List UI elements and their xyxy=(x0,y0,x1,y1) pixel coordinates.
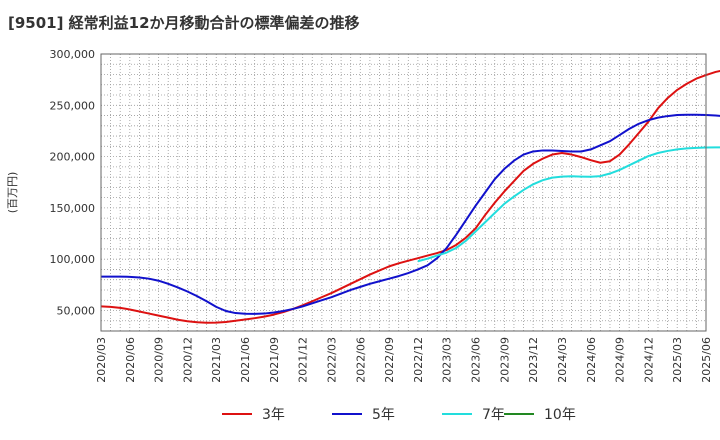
x-tick-label: 2021/06 xyxy=(239,337,252,383)
x-tick-label: 2021/12 xyxy=(297,337,310,383)
series-line-7年 xyxy=(417,146,720,263)
legend-label: 3年 xyxy=(262,407,285,423)
x-tick-label: 2022/12 xyxy=(412,337,425,383)
x-tick-label: 2022/06 xyxy=(354,337,367,383)
x-tick-label: 2022/03 xyxy=(325,337,338,383)
series-line-5年 xyxy=(101,113,720,315)
x-tick-label: 2023/03 xyxy=(441,337,454,383)
legend-label: 5年 xyxy=(372,407,395,423)
series-layer xyxy=(100,69,720,324)
legend-label: 10年 xyxy=(544,407,576,423)
x-tick-label: 2020/06 xyxy=(124,337,137,383)
x-tick-label: 2023/12 xyxy=(527,337,540,383)
x-tick-label: 2024/06 xyxy=(585,337,598,383)
y-tick-label: 100,000 xyxy=(50,253,96,266)
x-tick-label: 2021/09 xyxy=(268,337,281,383)
y-tick-label: 50,000 xyxy=(57,304,96,317)
legend-label: 7年 xyxy=(482,407,505,423)
y-axis-label: (百万円) xyxy=(6,172,19,214)
x-tick-label: 2024/12 xyxy=(642,337,655,383)
x-tick-label: 2021/03 xyxy=(210,337,223,383)
chart-title: [9501] 経常利益12か月移動合計の標準偏差の推移 xyxy=(8,14,360,32)
x-tick-label: 2023/06 xyxy=(470,337,483,383)
plot-frame xyxy=(100,53,707,332)
x-tick-label: 2020/12 xyxy=(181,337,194,383)
x-tick-label: 2022/09 xyxy=(383,337,396,383)
axis-layer: 50,000 100,000 150,000 200,000 250,000 300,00… xyxy=(6,48,713,383)
grid-layer xyxy=(100,54,707,331)
y-tick-label: 250,000 xyxy=(50,99,96,112)
x-tick-label: 2020/09 xyxy=(153,337,166,383)
x-tick-label: 2025/06 xyxy=(700,337,713,383)
x-tick-label: 2024/03 xyxy=(556,337,569,383)
x-tick-label: 2025/03 xyxy=(671,337,684,383)
y-tick-label: 300,000 xyxy=(50,48,96,61)
x-tick-label: 2020/03 xyxy=(95,337,108,383)
y-tick-label: 200,000 xyxy=(50,151,96,164)
x-tick-label: 2023/09 xyxy=(498,337,511,383)
series-line-3年 xyxy=(100,69,720,324)
y-tick-label: 150,000 xyxy=(50,202,96,215)
legend-layer: 3年 5年 7年 10年 xyxy=(222,407,576,423)
x-tick-label: 2024/09 xyxy=(614,337,627,383)
